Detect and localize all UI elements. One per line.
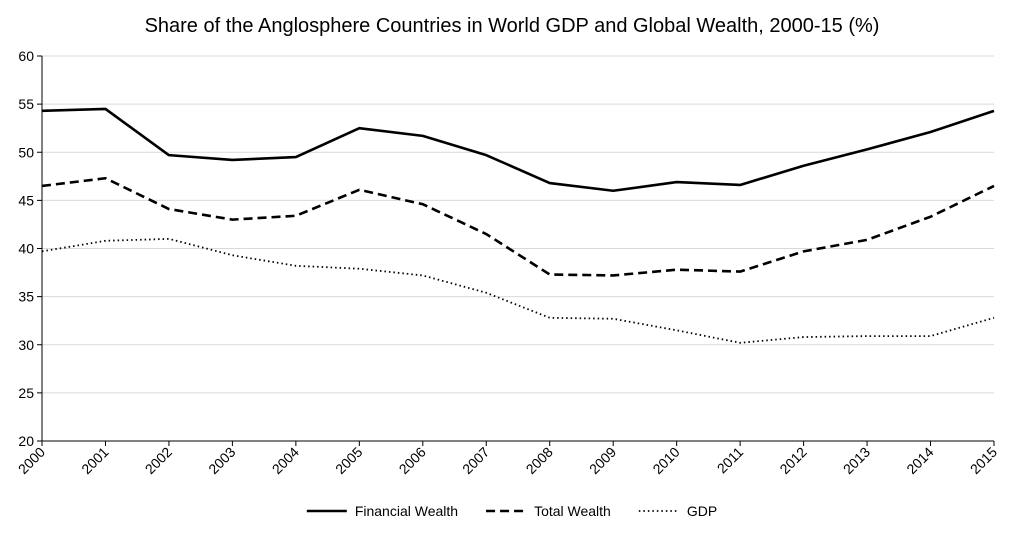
legend-label: GDP <box>687 503 717 519</box>
y-tick-label: 25 <box>18 385 34 401</box>
x-tick-label: 2001 <box>78 444 111 477</box>
legend: Financial Wealth Total Wealth GDP <box>306 503 717 519</box>
series-line-financial-wealth <box>41 107 995 193</box>
legend-item: Financial Wealth <box>306 503 458 519</box>
y-tick-label: 50 <box>18 144 34 160</box>
y-tick-label: 35 <box>18 289 34 305</box>
y-tick-label: 45 <box>18 192 34 208</box>
x-tick-label: 2002 <box>142 444 175 477</box>
legend-label: Financial Wealth <box>355 503 458 519</box>
x-tick-label: 2006 <box>396 444 429 477</box>
x-tick-label: 2009 <box>586 444 619 477</box>
y-tick-label: 40 <box>18 241 34 257</box>
x-tick-label: 2014 <box>903 444 936 477</box>
series-line-total-wealth <box>41 176 995 277</box>
x-tick-label: 2003 <box>205 444 238 477</box>
series-lines <box>41 107 995 344</box>
x-tick-label: 2008 <box>523 444 556 477</box>
legend-item: Total Wealth <box>486 503 611 519</box>
x-tick-label: 2005 <box>332 444 365 477</box>
x-tick-label: 2015 <box>967 444 1000 477</box>
x-tick-label: 2013 <box>840 444 873 477</box>
legend-item: GDP <box>638 503 717 519</box>
y-tick-label: 60 <box>18 48 34 64</box>
series-line-gdp <box>41 237 995 344</box>
x-tick-label: 2004 <box>269 444 302 477</box>
y-tick-label: 20 <box>18 433 34 449</box>
x-tick-label: 2010 <box>649 444 682 477</box>
x-tick-label: 2011 <box>714 444 747 477</box>
gridlines <box>42 55 994 394</box>
y-tick-label: 55 <box>18 96 34 112</box>
chart-title: Share of the Anglosphere Countries in Wo… <box>145 15 880 37</box>
x-tick-label: 2012 <box>776 444 809 477</box>
y-tick-label: 30 <box>18 337 34 353</box>
legend-label: Total Wealth <box>534 503 611 519</box>
x-tick-label: 2007 <box>459 444 492 477</box>
